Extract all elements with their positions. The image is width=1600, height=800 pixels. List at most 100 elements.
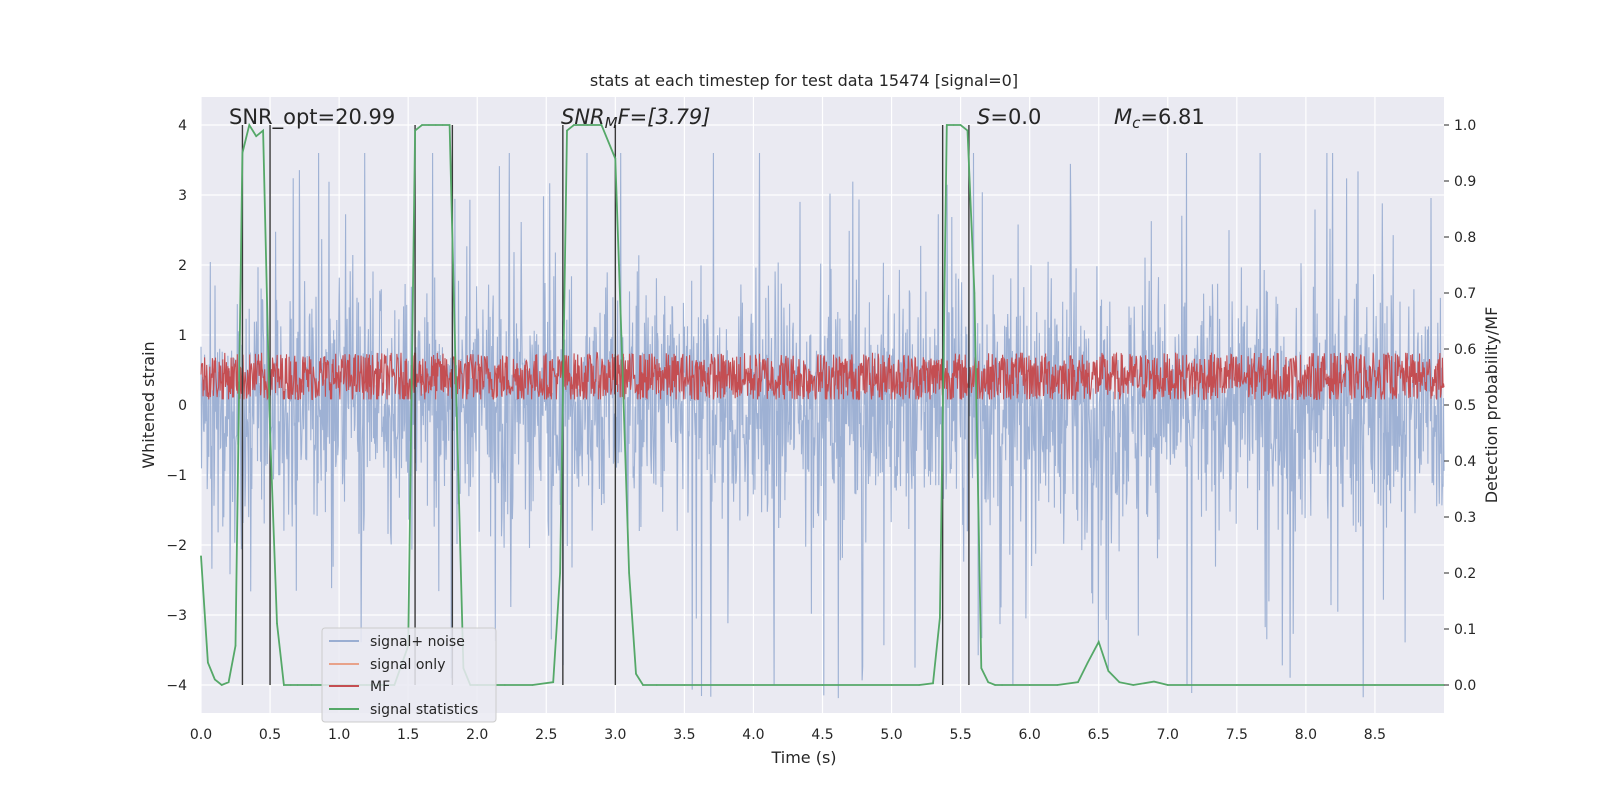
series-mf xyxy=(200,351,1445,401)
legend-label-mf: MF xyxy=(370,679,390,695)
plot-area xyxy=(200,97,1445,713)
signal-statistics-point xyxy=(421,124,423,126)
signal-statistics-point xyxy=(552,681,554,683)
signal-statistics-point xyxy=(269,432,271,434)
y-tick-label: 2 xyxy=(178,258,187,274)
y2-tick-label: 0.9 xyxy=(1454,174,1476,190)
signal-statistics-point xyxy=(566,129,568,132)
signal-statistics-point xyxy=(600,124,603,126)
mc-annotation: Mc=6.81 xyxy=(1114,105,1205,132)
y-axis-label: Whitened strain xyxy=(139,341,158,468)
signal-statistics-point xyxy=(890,684,893,686)
signal-statistics-point xyxy=(642,684,644,686)
signal-statistics-point xyxy=(952,124,955,126)
signal-statistics-point xyxy=(932,682,934,685)
x-tick-label: 4.0 xyxy=(742,727,764,743)
snr-mf-main: SNR xyxy=(561,105,605,129)
s-annotation: S=0.0 xyxy=(977,105,1041,129)
signal-statistics-point xyxy=(1056,684,1059,686)
y2-tick-label: 0.0 xyxy=(1454,678,1476,694)
signal-statistics-point xyxy=(683,684,686,686)
legend-label-signal-noise: signal+ noise xyxy=(370,634,465,650)
signal-statistics-point xyxy=(504,684,506,686)
signal-statistics-point xyxy=(214,678,216,681)
signal-statistics-point xyxy=(310,684,313,686)
signal-statistics-point xyxy=(1118,681,1121,683)
y2-tick-label: 0.7 xyxy=(1454,286,1476,302)
x-axis-label: Time (s) xyxy=(770,748,836,767)
s-main: S xyxy=(977,105,990,129)
x-tick-label: 6.0 xyxy=(1019,727,1041,743)
signal-statistics-point xyxy=(628,572,630,574)
x-tick-label: 7.5 xyxy=(1226,727,1248,743)
x-tick-label: 1.5 xyxy=(397,727,419,743)
y2-tick-label: 0.5 xyxy=(1454,398,1476,414)
y-tick-label: −1 xyxy=(166,468,187,484)
signal-statistics-point xyxy=(234,645,237,647)
signal-statistics-point xyxy=(939,617,941,619)
mc-main: M xyxy=(1114,105,1132,129)
signal-statistics-point xyxy=(296,684,299,686)
signal-statistics-point xyxy=(289,684,292,686)
x-tick-label: 2.0 xyxy=(466,727,488,743)
y-tick-label: −4 xyxy=(166,678,187,694)
signal-statistics-point xyxy=(1001,684,1003,686)
signal-statistics-point xyxy=(1236,684,1238,686)
signal-statistics-point xyxy=(455,404,458,406)
signal-statistics-point xyxy=(1166,684,1169,686)
y-axis-right: 1.0 0.9 0.8 0.7 0.6 0.5 0.4 0.3 0.2 0.1 0.0 xyxy=(1444,118,1476,694)
x-tick-label: 2.5 xyxy=(535,727,557,743)
signal-statistics-point xyxy=(987,681,990,683)
x-tick-label: 0.0 xyxy=(190,727,212,743)
x-tick-label: 3.0 xyxy=(604,727,626,743)
signal-statistics-point xyxy=(973,292,976,294)
signal-statistics-point xyxy=(559,572,561,574)
signal-statistics-point xyxy=(959,124,962,126)
signal-statistics-point xyxy=(621,359,624,362)
legend-label-signal-statistics: signal statistics xyxy=(370,702,478,718)
signal-statistics-point xyxy=(1097,641,1100,643)
y2-tick-label: 0.4 xyxy=(1454,454,1476,470)
annotations: SNR_opt=20.99 SNRMF=[3.79] S=0.0 Mc=6.81 xyxy=(229,105,1205,132)
signal-statistics-point xyxy=(1132,684,1135,686)
signal-statistics-point xyxy=(283,684,285,686)
snr-opt-annotation: SNR_opt=20.99 xyxy=(229,105,395,130)
signal-statistics-point xyxy=(635,673,637,675)
signal-statistics-point xyxy=(1305,684,1307,686)
signal-statistics-point xyxy=(248,124,251,126)
snr-mf-annotation: SNRMF=[3.79] xyxy=(561,105,710,132)
signal-statistics-point xyxy=(441,124,444,126)
y-tick-label: −2 xyxy=(166,538,187,554)
signal-statistics-point xyxy=(241,152,244,154)
signal-statistics-point xyxy=(1153,680,1155,683)
y2-axis-label: Detection probability/MF xyxy=(1482,307,1501,504)
legend-box xyxy=(321,627,497,723)
chart-title: stats at each timestep for test data 154… xyxy=(590,71,1018,90)
s-rest: =0.0 xyxy=(990,105,1041,129)
x-tick-label: 7.0 xyxy=(1157,727,1179,743)
y2-tick-label: 0.3 xyxy=(1454,510,1476,526)
x-tick-label: 6.5 xyxy=(1088,727,1110,743)
y2-tick-label: 0.2 xyxy=(1454,566,1476,582)
x-tick-label: 1.0 xyxy=(328,727,350,743)
y-tick-label: 1 xyxy=(178,328,187,344)
signal-statistics-point xyxy=(586,124,589,126)
signal-statistics-point xyxy=(752,684,755,686)
signal-statistics-point xyxy=(227,681,230,683)
signal-statistics-point xyxy=(531,684,534,686)
signal-statistics-point xyxy=(448,124,451,126)
y2-tick-label: 0.1 xyxy=(1454,622,1476,638)
x-tick-label: 8.0 xyxy=(1295,727,1317,743)
signal-statistics-point xyxy=(966,129,969,132)
signal-statistics-point xyxy=(1107,670,1110,672)
y-axis-left: 4 3 2 1 0 −1 −2 −3 −4 xyxy=(166,118,187,694)
signal-statistics-point xyxy=(1077,681,1079,683)
y-tick-label: 0 xyxy=(178,398,187,414)
signal-statistics-point xyxy=(918,684,920,686)
x-axis: 0.0 0.5 1.0 1.5 2.0 2.5 3.0 3.5 4.0 4.5 5.0 5.5 6.0 6… xyxy=(190,727,1386,743)
legend: signal+ noise signal only MF signal stat… xyxy=(321,627,497,723)
y-tick-label: −3 xyxy=(166,608,187,624)
signal-statistics-point xyxy=(207,661,209,664)
signal-statistics-point xyxy=(200,555,202,557)
